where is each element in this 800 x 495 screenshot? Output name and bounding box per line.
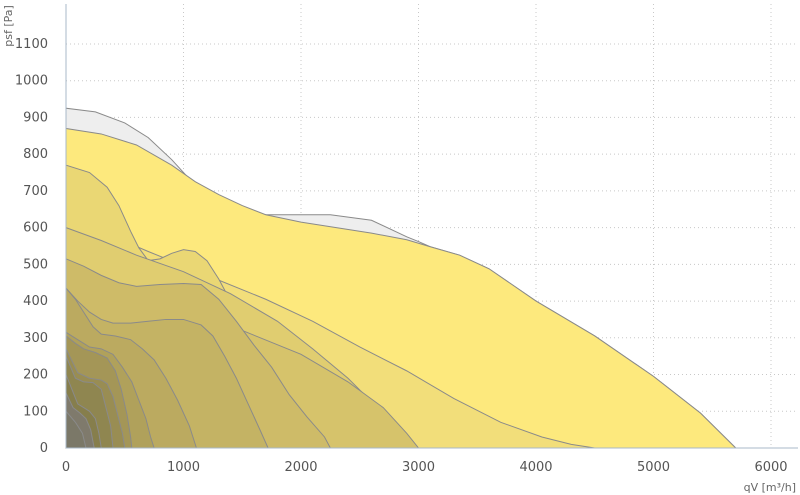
y-tick-label-100: 100 (23, 404, 48, 419)
x-tick-label-6000: 6000 (754, 460, 787, 475)
y-tick-label-500: 500 (23, 257, 48, 272)
y-tick-label-800: 800 (23, 147, 48, 162)
curve-series (65, 107, 737, 449)
y-tick-label-0: 0 (40, 441, 48, 456)
y-tick-label-700: 700 (23, 184, 48, 199)
x-axis-title: qV [m³/h] (744, 481, 796, 494)
x-tick-label-4000: 4000 (519, 460, 552, 475)
x-tick-label-2000: 2000 (284, 460, 317, 475)
y-axis-title: psf [Pa] (2, 5, 15, 47)
y-tick-label-1100: 1100 (15, 37, 48, 52)
x-tick-label-5000: 5000 (637, 460, 670, 475)
y-tick-label-200: 200 (23, 368, 48, 383)
tick-labels: 0 100 200 300 400 500 600 700 800 900 1000 1100 0 100… (15, 37, 788, 475)
axes (65, 4, 798, 449)
y-tick-label-600: 600 (23, 221, 48, 236)
x-tick-label-1000: 1000 (167, 460, 200, 475)
y-tick-label-400: 400 (23, 294, 48, 309)
y-tick-label-300: 300 (23, 331, 48, 346)
y-tick-label-900: 900 (23, 110, 48, 125)
y-tick-label-1000: 1000 (15, 74, 48, 89)
x-tick-label-3000: 3000 (402, 460, 435, 475)
x-tick-label-0: 0 (62, 460, 70, 475)
